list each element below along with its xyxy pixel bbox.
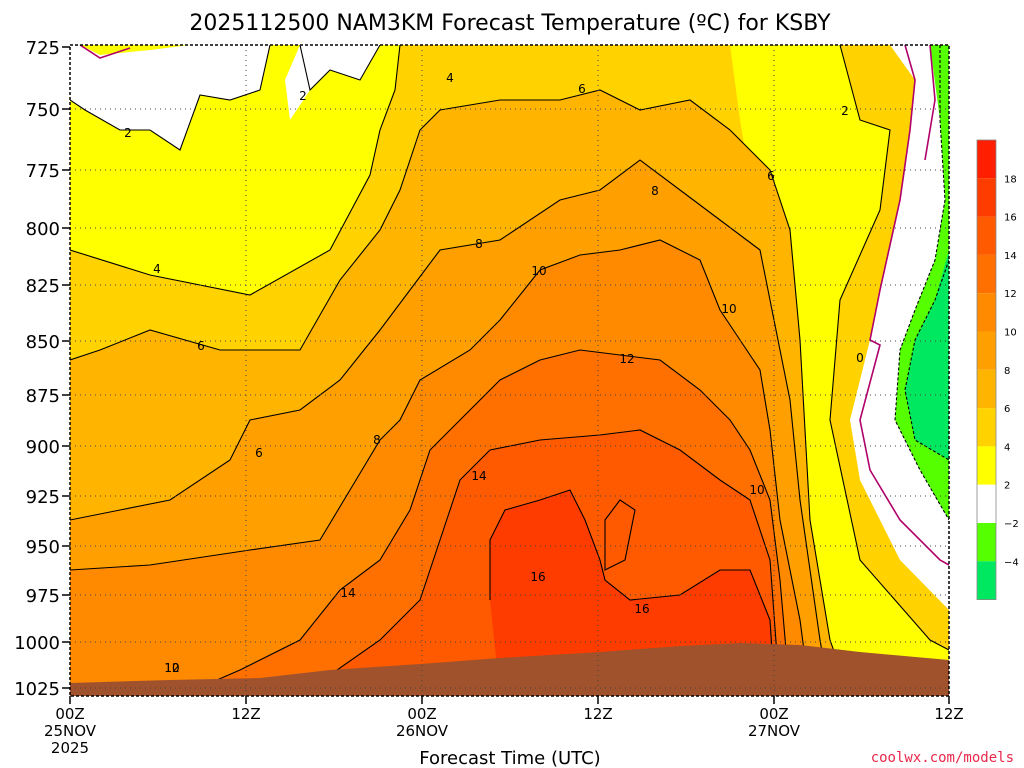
y-tick-label: 950: [26, 537, 60, 558]
x-tick-label: 12Z: [934, 705, 963, 723]
contour-label: 10: [164, 661, 179, 675]
credit-text: coolwx.com/models: [871, 750, 1014, 766]
field-band-2-4-right: [730, 45, 949, 696]
contour-label: 14: [340, 586, 355, 600]
y-tick-label: 975: [26, 586, 60, 607]
contour-label: 4: [446, 71, 454, 85]
colorbar-label: 14: [1004, 251, 1017, 262]
freezing-lines: [79, 45, 949, 566]
contour-label: 16: [634, 602, 649, 616]
x-tick-label: 00Z: [407, 705, 436, 723]
contour-labels: 2 2 4 6 2 4 6 8 6 8 10 10 6 12 0 8 10 14 14 12 16 16 10: [124, 71, 864, 675]
contour-label: 10: [531, 264, 546, 278]
colorbar-swatch: [977, 408, 996, 447]
colorbar-swatch: [977, 369, 996, 409]
colorbar-swatch: [977, 446, 996, 485]
colorbar-label: 2: [1004, 481, 1010, 492]
contour-lines: [70, 45, 949, 696]
y-tick-label: 725: [26, 38, 60, 59]
contour-label: 0: [856, 351, 864, 365]
y-tick-label: 900: [26, 437, 60, 458]
y-tick-label: 925: [26, 487, 60, 508]
colorbar-label: 10: [1004, 328, 1017, 339]
y-tick-label: 1000: [14, 633, 60, 654]
field-band-white-top2: [285, 45, 380, 120]
y-tick-label: 850: [26, 332, 60, 353]
colorbar-swatch: [977, 331, 996, 370]
y-tick-label: 775: [26, 161, 60, 182]
y-tick-label: 1025: [14, 679, 60, 700]
colorbar-label: 12: [1004, 289, 1017, 300]
x-tick-label: 12Z: [583, 705, 612, 723]
colorbar-label: −4: [1004, 557, 1019, 568]
plot-area: [70, 45, 949, 696]
field-band-white-top: [70, 45, 270, 150]
colorbar: 18 16 14 12 10 8 6 4 2 −2 −4: [976, 139, 1019, 601]
contour-label: 10: [721, 302, 736, 316]
colorbar-label: 16: [1004, 213, 1017, 224]
y-tick-label: 750: [26, 100, 60, 121]
contour-label: 2: [299, 89, 307, 103]
contour-label: 12: [619, 352, 634, 366]
x-tick-label: 26NOV: [396, 722, 449, 740]
contour-label: 8: [475, 237, 483, 251]
contour-label: 2: [841, 104, 849, 118]
x-axis-label: Forecast Time (UTC): [419, 748, 600, 768]
colorbar-label: −2: [1004, 519, 1019, 530]
contour-label: 12: [164, 661, 179, 675]
y-tick-label: 825: [26, 276, 60, 297]
contour-label: 4: [153, 262, 161, 276]
contour-label: 8: [651, 184, 659, 198]
colorbar-swatch: [977, 293, 996, 332]
contour-label: 6: [197, 339, 205, 353]
x-tick-label: 12Z: [231, 705, 260, 723]
x-tick-label: 00Z: [55, 705, 84, 723]
colorbar-swatch: [977, 178, 996, 217]
y-axis: 725 750 775 800 825 850 875 900 925 950 975 1000 102…: [14, 38, 70, 700]
contour-label: 14: [471, 469, 486, 483]
contour-label: 6: [767, 169, 775, 183]
colorbar-frame: [976, 139, 997, 601]
colorbar-swatch: [977, 254, 996, 294]
field-band-darkgreen: [905, 250, 949, 460]
contour-label: 10: [749, 483, 764, 497]
colorbar-label: 6: [1004, 404, 1010, 415]
x-tick-label: 2025: [51, 739, 89, 757]
y-tick-label: 800: [26, 219, 60, 240]
x-tick-label: 00Z: [759, 705, 788, 723]
gridlines: [70, 45, 949, 696]
field-band-16-18: [490, 490, 775, 696]
colorbar-label: 8: [1004, 366, 1010, 377]
colorbar-swatch: [977, 523, 996, 562]
y-tick-label: 875: [26, 386, 60, 407]
contour-label: 8: [373, 433, 381, 447]
contour-label: 16: [530, 570, 545, 584]
x-tick-label: 25NOV: [44, 722, 97, 740]
colorbar-label: 18: [1004, 174, 1017, 185]
ground-terrain: [70, 643, 949, 696]
x-tick-label: 27NOV: [748, 722, 801, 740]
colorbar-swatch: [977, 484, 996, 523]
contour-label: 6: [255, 446, 263, 460]
field-band-16-18-island: [605, 500, 635, 570]
contour-label: 2: [124, 126, 132, 140]
chart-title: 2025112500 NAM3KM Forecast Temperature (…: [189, 11, 831, 36]
colorbar-swatch: [977, 140, 996, 179]
colorbar-label: 4: [1004, 442, 1010, 453]
contour-label: 6: [578, 82, 586, 96]
colorbar-swatch: [977, 561, 996, 600]
colorbar-swatch: [977, 216, 996, 255]
